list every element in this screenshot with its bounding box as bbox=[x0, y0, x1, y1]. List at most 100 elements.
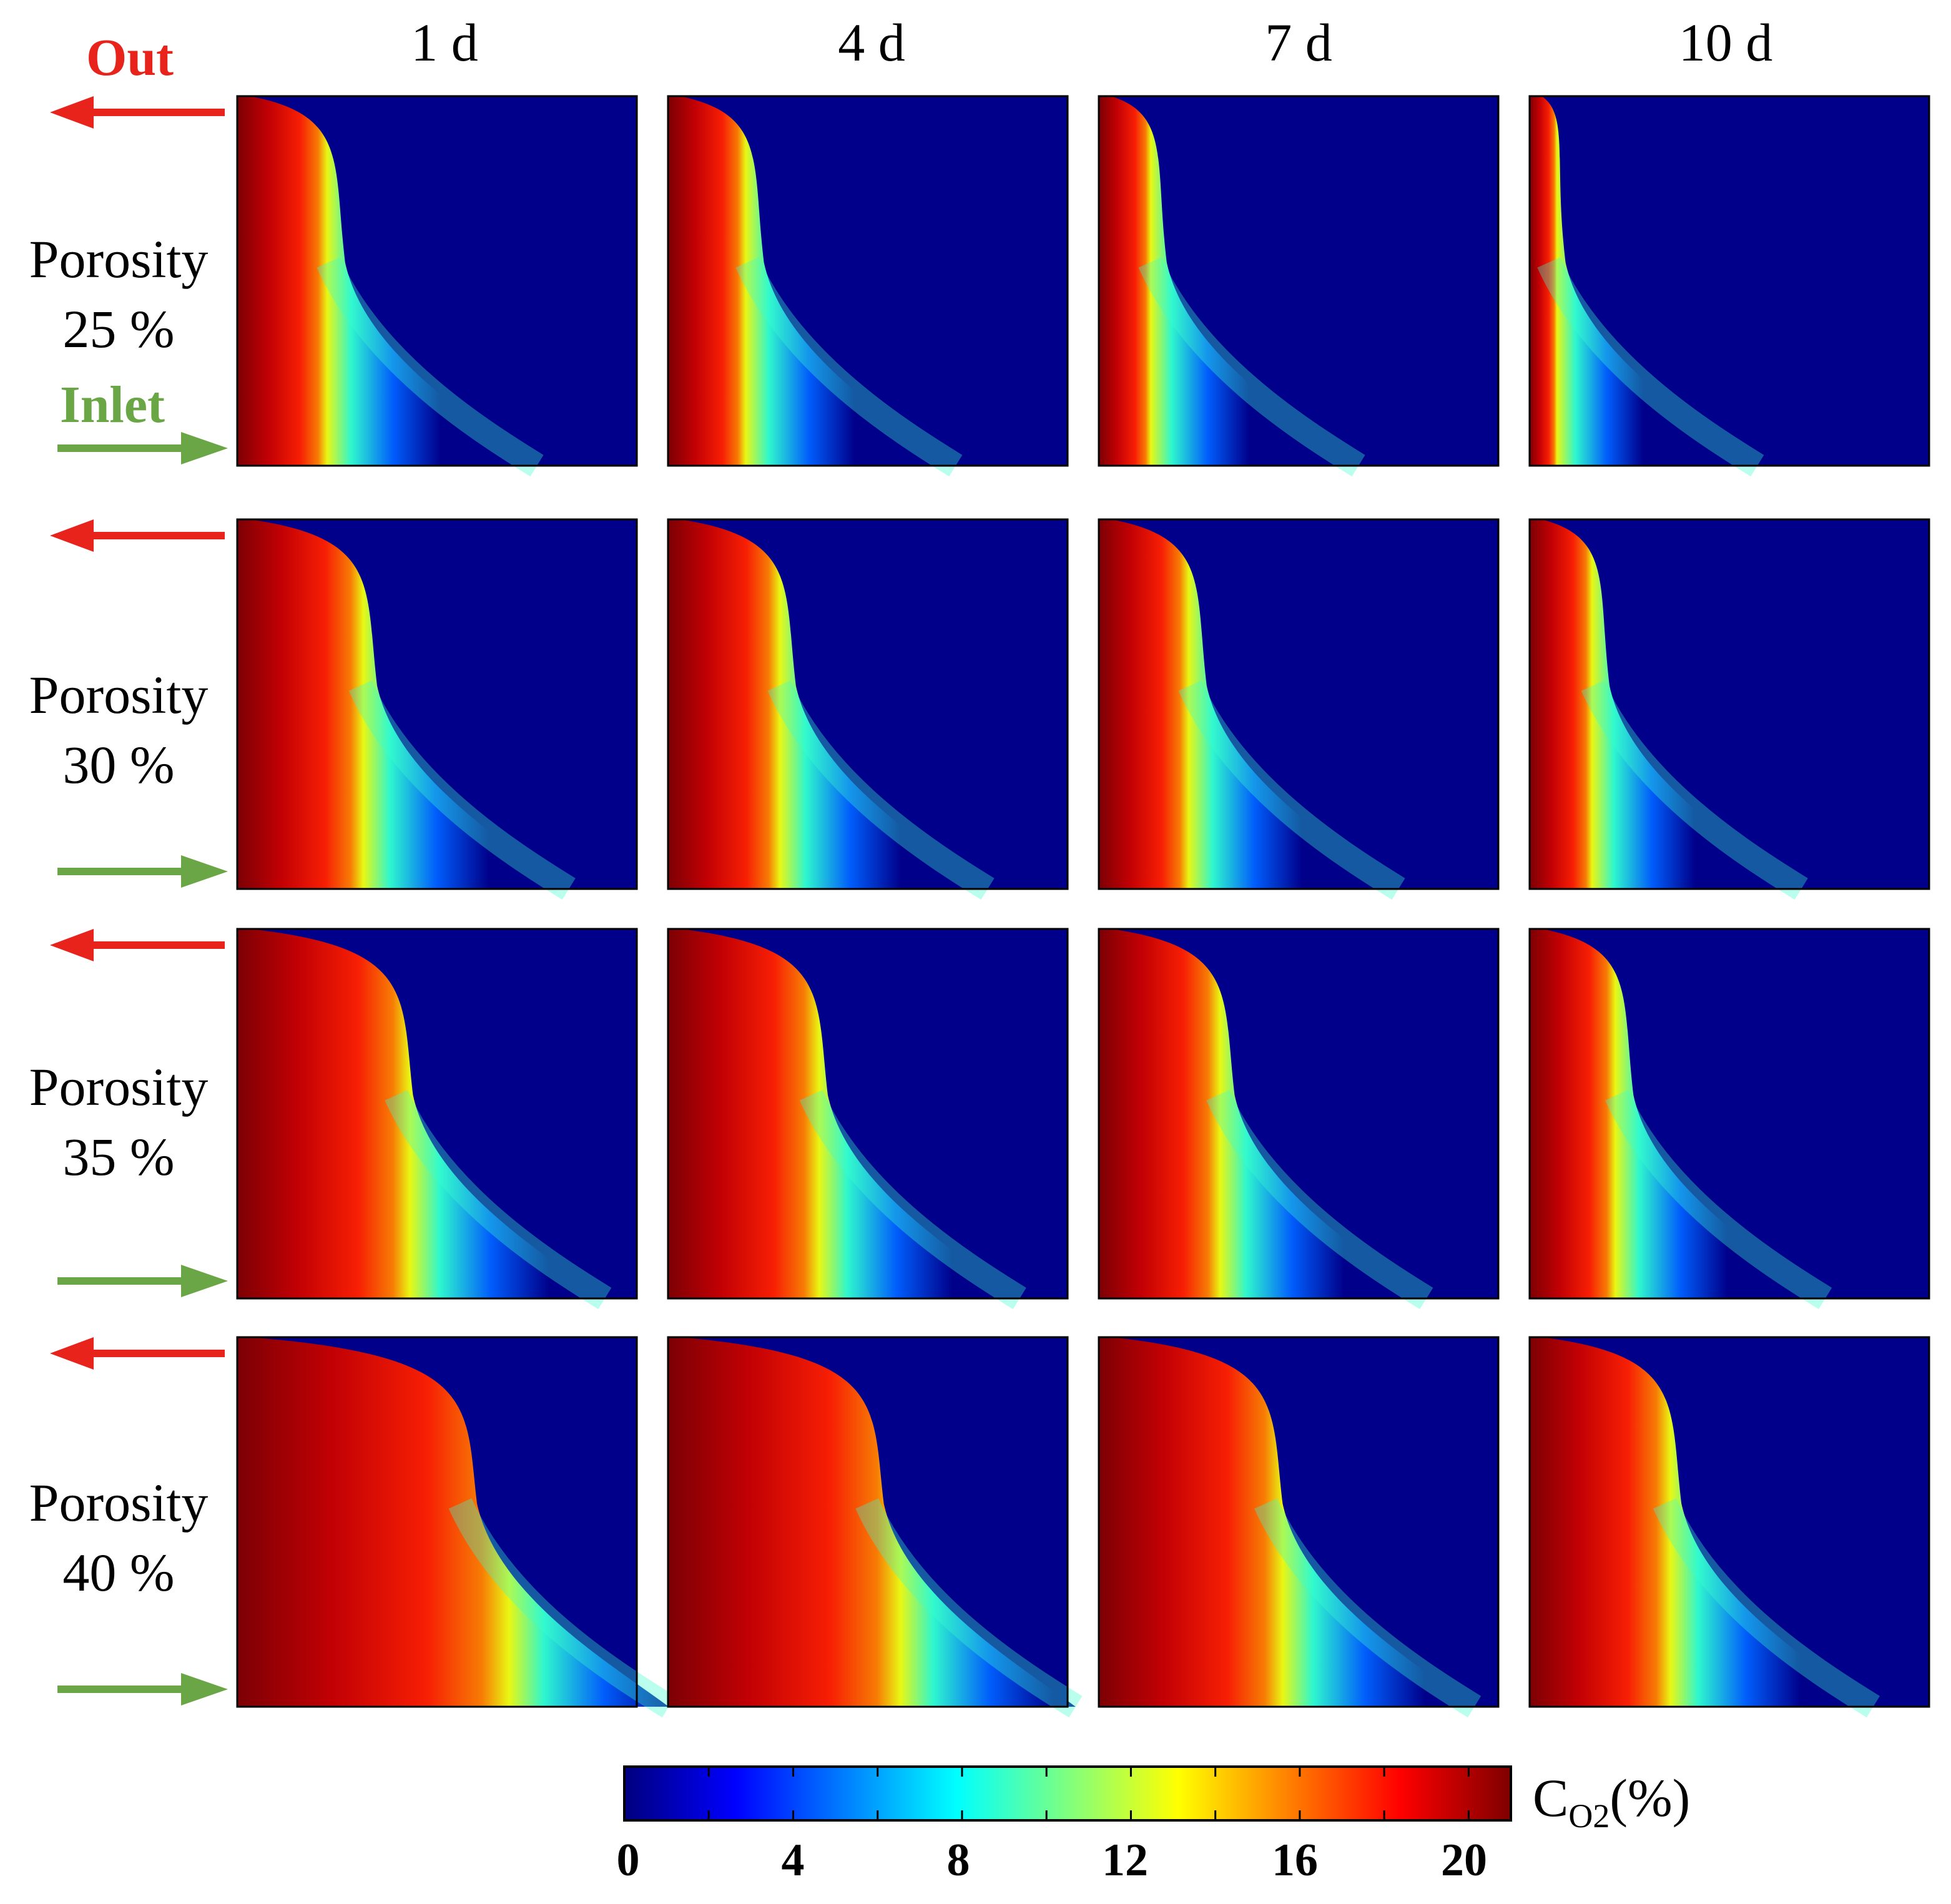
panel-frame bbox=[1528, 95, 1930, 467]
oxygen-plume bbox=[1099, 929, 1427, 1298]
row-label-line1: Porosity bbox=[29, 229, 209, 289]
front-glow bbox=[855, 1498, 1083, 1718]
front-glow bbox=[735, 257, 963, 477]
heatmap-panel bbox=[236, 1336, 676, 1718]
column-title-4d: 4 d bbox=[838, 12, 905, 72]
colorbar-tick-label: 20 bbox=[1441, 1835, 1487, 1886]
heatmap-panel bbox=[236, 518, 638, 900]
front-glow bbox=[1254, 1498, 1482, 1718]
heatmap-panel bbox=[1098, 518, 1500, 900]
panel-frame bbox=[236, 1336, 638, 1708]
oxygen-plume bbox=[1530, 1337, 1874, 1707]
front-glow bbox=[448, 1498, 676, 1718]
front-glow bbox=[1138, 257, 1365, 477]
panel-frame bbox=[1098, 928, 1500, 1300]
heatmap-panel bbox=[1098, 95, 1500, 477]
panel-frame bbox=[1528, 1336, 1930, 1708]
oxygen-plume bbox=[1530, 519, 1802, 889]
inlet-arrow-head bbox=[181, 1673, 228, 1705]
panel-frame bbox=[1098, 1336, 1500, 1708]
oxygen-plume bbox=[1530, 929, 1826, 1298]
oxygen-plume bbox=[668, 96, 956, 466]
panel-frame bbox=[236, 518, 638, 890]
colorbar-tick-label: 12 bbox=[1102, 1835, 1148, 1886]
oxygen-plume bbox=[668, 1337, 1076, 1707]
colorbar-title-unit: (%) bbox=[1609, 1768, 1691, 1828]
oxygen-plume bbox=[237, 519, 569, 889]
colorbar bbox=[623, 1765, 1512, 1822]
front-glow bbox=[1605, 1090, 1832, 1310]
panel-frame bbox=[1098, 95, 1500, 467]
panel-frame bbox=[667, 95, 1069, 467]
heatmap-panel bbox=[236, 928, 638, 1310]
row-label-porosity-25: Porosity 25 % bbox=[6, 225, 231, 365]
colorbar-tick-label: 0 bbox=[616, 1835, 640, 1886]
oxygen-plume bbox=[1099, 96, 1359, 466]
front-glow bbox=[385, 1090, 612, 1310]
colorbar-tick-label: 16 bbox=[1272, 1835, 1318, 1886]
panel-frame bbox=[236, 95, 638, 467]
row-label-line1: Porosity bbox=[29, 1473, 209, 1533]
outlet-arrow-head bbox=[50, 1337, 94, 1370]
oxygen-plume bbox=[668, 929, 1020, 1298]
panel-frame bbox=[236, 928, 638, 1300]
panel-frame bbox=[1528, 928, 1930, 1300]
front-glow bbox=[317, 257, 544, 477]
row-label-line2: 30 % bbox=[62, 734, 175, 795]
front-glow bbox=[799, 1090, 1026, 1310]
outlet-arrow-head bbox=[50, 929, 94, 961]
heatmap-panel bbox=[236, 95, 638, 477]
row-label-line1: Porosity bbox=[29, 665, 209, 725]
inlet-arrow-head bbox=[181, 1265, 228, 1297]
heatmap-panel bbox=[667, 1336, 1083, 1718]
colorbar-title-subscript: O2 bbox=[1568, 1797, 1610, 1835]
row-label-line2: 40 % bbox=[62, 1542, 175, 1602]
colorbar-tick-label: 4 bbox=[781, 1835, 805, 1886]
row-label-porosity-35: Porosity 35 % bbox=[6, 1053, 231, 1192]
panel-frame bbox=[667, 928, 1069, 1300]
front-glow bbox=[348, 680, 576, 900]
row-label-porosity-40: Porosity 40 % bbox=[6, 1468, 231, 1608]
oxygen-plume bbox=[237, 96, 537, 466]
row-label-line2: 25 % bbox=[62, 298, 175, 359]
front-glow bbox=[1537, 257, 1764, 477]
outlet-arrow-head bbox=[50, 96, 94, 129]
colorbar-title: CO2(%) bbox=[1533, 1767, 1690, 1835]
heatmap-panel bbox=[1098, 928, 1500, 1310]
row-label-line1: Porosity bbox=[29, 1057, 209, 1117]
column-title-1d: 1 d bbox=[411, 12, 478, 72]
heatmap-panel bbox=[1098, 1336, 1500, 1718]
heatmap-panel bbox=[1528, 95, 1930, 477]
front-glow bbox=[767, 680, 995, 900]
column-title-10d: 10 d bbox=[1678, 12, 1773, 72]
panel-frame bbox=[1528, 518, 1930, 890]
oxygen-plume bbox=[1099, 1337, 1475, 1707]
inlet-label: Inlet bbox=[60, 376, 165, 434]
column-title-7d: 7 d bbox=[1265, 12, 1332, 72]
oxygen-plume bbox=[237, 929, 605, 1298]
front-glow bbox=[1653, 1498, 1880, 1718]
heatmap-panel bbox=[667, 928, 1069, 1310]
heatmap-panel bbox=[667, 95, 1069, 477]
inlet-arrow-head bbox=[181, 432, 228, 464]
outlet-arrow-head bbox=[50, 519, 94, 552]
colorbar-title-symbol: C bbox=[1533, 1768, 1569, 1828]
panel-frame bbox=[667, 1336, 1069, 1708]
oxygen-plume bbox=[1099, 519, 1398, 889]
heatmap-panel bbox=[667, 518, 1069, 900]
inlet-arrow-head bbox=[181, 855, 228, 888]
row-label-porosity-30: Porosity 30 % bbox=[6, 660, 231, 800]
front-glow bbox=[1581, 680, 1808, 900]
oxygen-plume bbox=[668, 519, 988, 889]
oxygen-plume bbox=[1530, 96, 1757, 466]
outlet-label: Out bbox=[86, 29, 174, 87]
panel-frame bbox=[1098, 518, 1500, 890]
oxygen-plume bbox=[237, 1337, 669, 1707]
panel-frame bbox=[667, 518, 1069, 890]
heatmap-panel bbox=[1528, 518, 1930, 900]
heatmap-panel bbox=[1528, 928, 1930, 1310]
heatmap-panel bbox=[1528, 1336, 1930, 1718]
colorbar-tick-label: 8 bbox=[946, 1835, 970, 1886]
